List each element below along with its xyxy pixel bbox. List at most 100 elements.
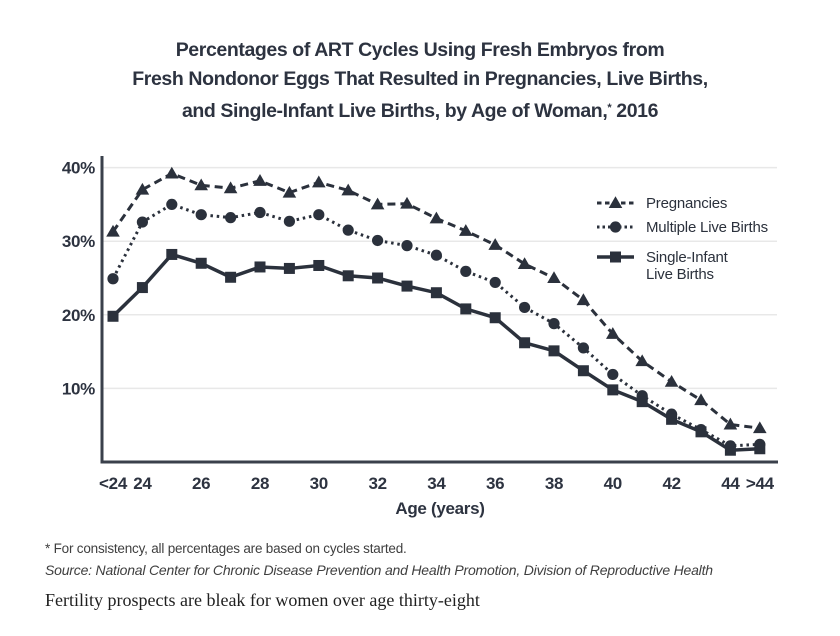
x-tick-label-36: 36	[486, 474, 504, 493]
title-asterisk: *	[607, 102, 612, 114]
series-line-single-infant-live-births	[111, 252, 760, 452]
x-tick-label-34: 34	[427, 474, 446, 493]
series-multiple-live-births	[107, 198, 766, 452]
x-tick-label-44: >44	[746, 474, 775, 493]
series-marker-pregnancies	[664, 374, 679, 387]
series-marker-multiple-live-births	[430, 249, 442, 261]
legend: Pregnancies Multiple Live Births Single-In…	[597, 195, 768, 283]
series-marker-pregnancies	[135, 182, 150, 195]
series-marker-single-infant-live-births	[195, 257, 207, 269]
series-marker-multiple-live-births	[519, 301, 531, 314]
series-marker-single-infant-live-births	[430, 287, 442, 299]
y-tick-label-10: 10%	[62, 379, 95, 398]
series-marker-single-infant-live-births	[548, 345, 560, 357]
series-pregnancies	[106, 166, 767, 434]
title-year: 2016	[611, 100, 659, 122]
series-marker-pregnancies	[517, 257, 532, 270]
series-marker-single-infant-live-births	[460, 303, 472, 315]
x-axis-title: Age (years)	[395, 499, 484, 518]
legend-label-single-infant-live-births: Live Births	[646, 266, 714, 283]
series-marker-single-infant-live-births	[724, 444, 736, 456]
series-marker-multiple-live-births	[225, 212, 237, 224]
series-marker-pregnancies	[400, 196, 414, 209]
series-marker-multiple-live-births	[283, 215, 295, 227]
series-marker-multiple-live-births	[136, 216, 148, 228]
series-marker-single-infant-live-births	[577, 365, 589, 377]
title-line-1: Percentages of ART Cycles Using Fresh Em…	[175, 39, 665, 61]
line-chart: 10% 20% 30% 40% <24 24 26 28 30 32 34 36 38 40 42 44 >44…	[62, 156, 778, 518]
y-tick-label-20: 20%	[62, 306, 95, 325]
series-marker-pregnancies	[341, 183, 355, 196]
x-tick-label-40: 40	[604, 474, 622, 493]
series-marker-single-infant-live-births	[519, 337, 531, 349]
x-tick-label-30: 30	[310, 474, 328, 493]
series-marker-pregnancies	[223, 181, 238, 194]
legend-marker-single-infant-live-births	[610, 251, 621, 263]
series-marker-multiple-live-births	[489, 276, 501, 289]
series-marker-pregnancies	[459, 224, 473, 236]
legend-label-pregnancies: Pregnancies	[646, 195, 727, 212]
series-marker-pregnancies	[753, 421, 767, 434]
legend-marker-pregnancies	[608, 196, 623, 208]
title-line-3-text: and Single-Infant Live Births, by Age of…	[181, 100, 608, 122]
series-marker-single-infant-live-births	[636, 396, 648, 408]
legend-item-multiple-live-births: Multiple Live Births	[597, 219, 768, 236]
x-tick-label-24: <24	[99, 474, 128, 493]
series-marker-pregnancies	[165, 166, 179, 179]
series-marker-single-infant-live-births	[136, 282, 148, 294]
series-marker-single-infant-live-births	[666, 413, 678, 425]
series-marker-single-infant-live-births	[342, 270, 354, 282]
series-marker-multiple-live-births	[460, 265, 472, 277]
series-marker-pregnancies	[106, 224, 120, 237]
series-marker-multiple-live-births	[548, 318, 560, 330]
series-marker-single-infant-live-births	[695, 426, 707, 438]
series-marker-pregnancies	[606, 327, 620, 339]
series-marker-multiple-live-births	[401, 240, 413, 252]
series-marker-pregnancies	[635, 354, 649, 367]
series-marker-single-infant-live-births	[166, 248, 178, 260]
series-marker-pregnancies	[370, 197, 385, 210]
series-marker-single-infant-live-births	[313, 259, 325, 271]
x-tick-label-32: 32	[368, 474, 386, 493]
series-marker-pregnancies	[576, 293, 591, 306]
footnote-source: Source: National Center for Chronic Dise…	[45, 562, 713, 578]
series-marker-multiple-live-births	[166, 198, 178, 210]
series-marker-multiple-live-births	[342, 224, 354, 236]
figure-caption: Fertility prospects are bleak for women …	[45, 590, 480, 610]
series-marker-single-infant-live-births	[372, 272, 384, 284]
x-tick-label-24: 24	[133, 474, 152, 493]
series-marker-multiple-live-births	[577, 342, 590, 354]
series-marker-single-infant-live-births	[489, 312, 501, 324]
series-marker-single-infant-live-births	[607, 384, 619, 396]
series-marker-pregnancies	[253, 174, 267, 186]
series-marker-pregnancies	[694, 393, 708, 406]
series-line-multiple-live-births	[111, 202, 760, 448]
series-single-infant-live-births	[107, 248, 766, 456]
x-tick-label-26: 26	[192, 474, 210, 493]
series-marker-pregnancies	[282, 185, 297, 198]
series-marker-multiple-live-births	[313, 209, 325, 221]
legend-label-multiple-live-births: Multiple Live Births	[646, 219, 768, 236]
legend-label-single-infant-live-births: Single-Infant	[646, 249, 729, 266]
x-tick-label-38: 38	[545, 474, 563, 493]
series-marker-pregnancies	[194, 178, 208, 191]
series-marker-multiple-live-births	[372, 234, 384, 247]
title-line-3: and Single-Infant Live Births, by Age of…	[0, 94, 840, 126]
y-tick-label-40: 40%	[62, 159, 95, 178]
x-tick-label-28: 28	[251, 474, 269, 493]
series-marker-single-infant-live-births	[254, 261, 266, 273]
series-marker-single-infant-live-births	[401, 280, 413, 292]
legend-item-pregnancies: Pregnancies	[597, 195, 727, 212]
series-marker-single-infant-live-births	[225, 271, 237, 283]
title-line-2: Fresh Nondonor Eggs That Resulted in Pre…	[132, 68, 708, 90]
series-marker-pregnancies	[547, 271, 561, 283]
y-tick-label-30: 30%	[62, 232, 95, 251]
footnote-consistency: * For consistency, all percentages are b…	[45, 541, 407, 556]
series-marker-single-infant-live-births	[107, 310, 119, 322]
x-tick-label-42: 42	[662, 474, 680, 493]
series-marker-pregnancies	[723, 417, 738, 430]
series-marker-pregnancies	[488, 238, 502, 250]
series-marker-single-infant-live-births	[283, 262, 295, 274]
